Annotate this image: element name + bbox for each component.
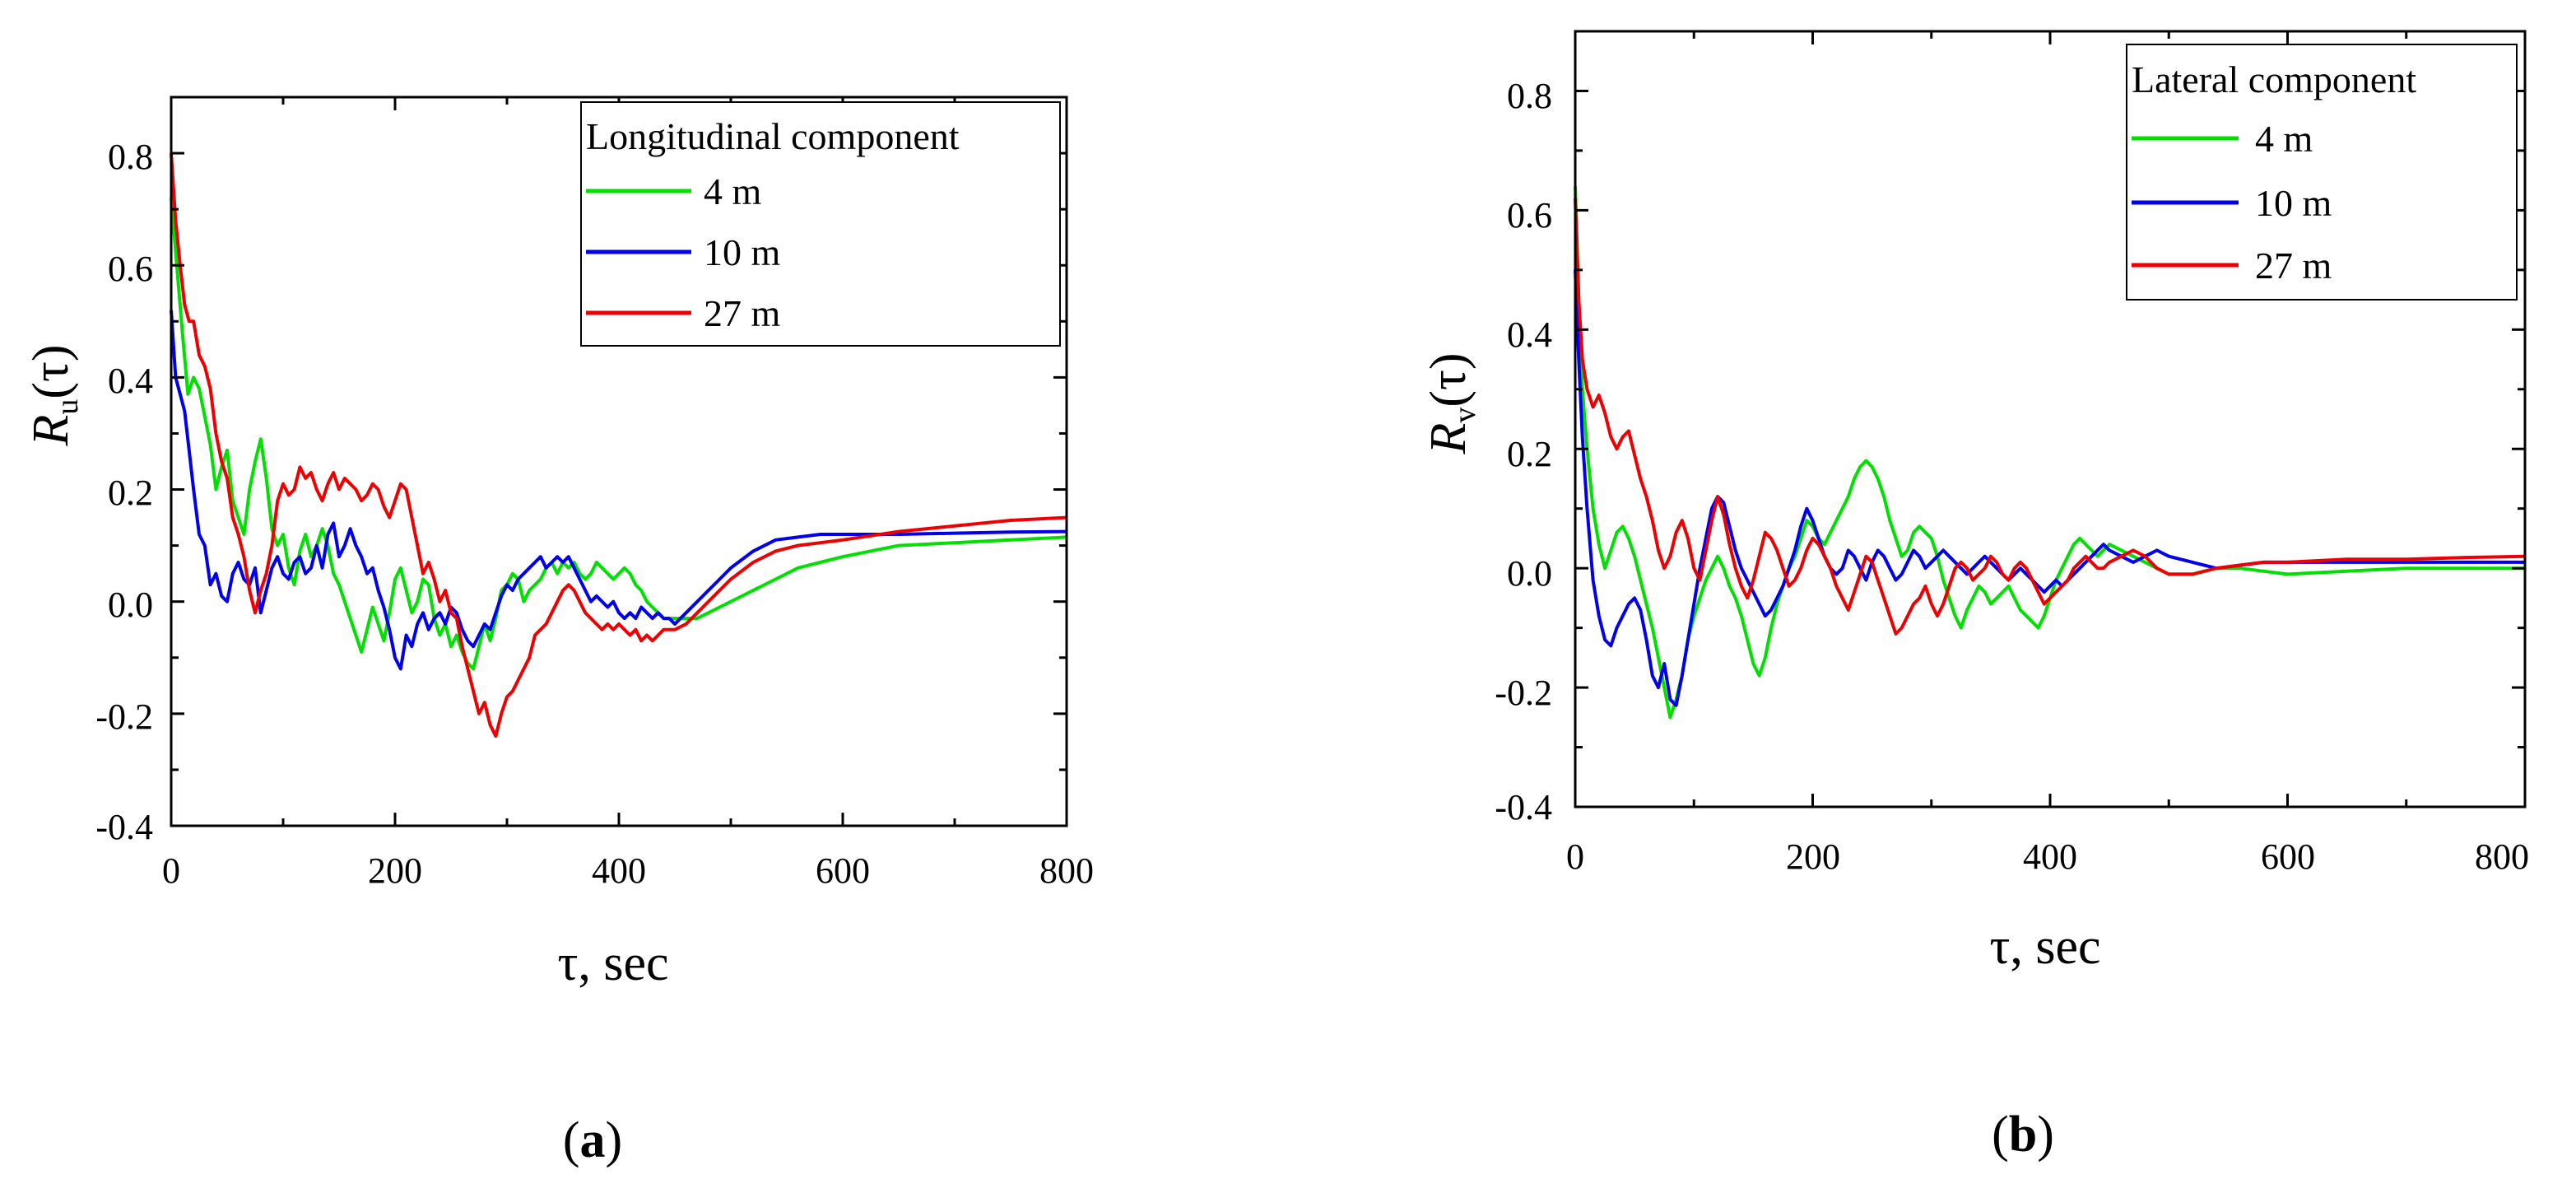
panel-a-ytick-label: 0.4 — [108, 361, 153, 401]
panel-a-xtick-label: 800 — [1039, 850, 1094, 891]
panel-a-legend-label-10m: 10 m — [704, 231, 781, 273]
panel-b-legend: Lateral component 4 m 10 m 27 m — [2126, 44, 2518, 301]
panel-a-xtick-label: 400 — [592, 850, 646, 891]
panel-b-legend-box — [2126, 44, 2518, 301]
panel-a-xtick-label: 0 — [162, 850, 180, 891]
panel-b-label-close: ) — [2037, 1107, 2054, 1163]
panel-b-xtick-label: 0 — [1566, 836, 1584, 877]
panel-b-series-line-27m — [1574, 198, 2526, 636]
panel-b-legend-label-4m: 4 m — [2255, 118, 2313, 160]
panel-b-label-open: ( — [1992, 1107, 2009, 1163]
panel-b-xtick-label: 600 — [2261, 836, 2315, 877]
panel-a-legend: Longitudinal component 4 m 10 m 27 m — [580, 101, 1061, 347]
panel-a-yaxis-title-main: R — [23, 415, 79, 447]
panel-a: 0.8 0.6 0.4 0.2 0.0 -0.2 -0.4 0 200 400 … — [23, 96, 1094, 1168]
panel-a-label-close: ) — [606, 1112, 623, 1168]
panel-b-xaxis-title: τ, sec — [1989, 919, 2100, 975]
panel-b-yaxis-title: Rv(τ) — [1421, 352, 1482, 454]
panel-b-label: (b) — [1992, 1107, 2054, 1163]
panel-a-yaxis-title: Ru(τ) — [23, 344, 85, 446]
panel-b-ytick-label: 0.2 — [1507, 434, 1552, 474]
panel-b-legend-label-27m: 27 m — [2255, 245, 2332, 287]
panel-a-ytick-label: -0.2 — [95, 697, 153, 737]
panel-a-label-open: ( — [563, 1112, 580, 1168]
panel-a-series-line-27m — [170, 152, 1067, 739]
panel-a-xtick-label: 600 — [816, 850, 870, 891]
panel-b-xtick-label: 400 — [2023, 836, 2077, 877]
panel-a-ytick-label: 0.0 — [108, 585, 153, 625]
panel-b-ytick-label: 0.6 — [1507, 195, 1552, 235]
panel-a-yaxis-title-sub: u — [50, 399, 85, 415]
panel-b-label-letter: b — [2009, 1107, 2037, 1163]
panel-a-label-letter: a — [580, 1112, 606, 1168]
panel-b-xtick-label: 800 — [2475, 836, 2529, 877]
panel-a-series-line-10m — [170, 310, 1067, 671]
panel-b-yaxis-title-arg: (τ) — [1421, 352, 1476, 407]
panel-b-xtick-label: 200 — [1786, 836, 1840, 877]
panel-a-legend-title: Longitudinal component — [586, 115, 960, 157]
panel-b-legend-title: Lateral component — [2132, 58, 2416, 100]
panel-b-ytick-label: 0.0 — [1507, 553, 1552, 594]
panel-b-plot-lines — [1574, 186, 2526, 720]
panel-a-plot-lines — [170, 152, 1067, 739]
panel-a-legend-label-4m: 4 m — [704, 170, 762, 212]
panel-a-ytick-label: -0.4 — [95, 807, 153, 847]
panel-a-legend-label-27m: 27 m — [704, 292, 781, 334]
panel-b-yaxis-title-main: R — [1421, 423, 1476, 455]
panel-b: 0.8 0.6 0.4 0.2 0.0 -0.2 -0.4 0 200 400 … — [1421, 30, 2529, 1163]
panel-a-xtick-label: 200 — [368, 850, 422, 891]
panel-b-ytick-label: 0.8 — [1507, 76, 1552, 116]
panel-a-label: (a) — [563, 1112, 622, 1168]
panel-a-ytick-label: 0.8 — [108, 137, 153, 177]
panel-b-yaxis-title-sub: v — [1448, 408, 1482, 423]
panel-b-ytick-label: -0.4 — [1495, 787, 1552, 827]
panel-b-ticks — [1574, 30, 2527, 809]
panel-a-legend-box — [580, 101, 1061, 347]
panel-a-ytick-label: 0.6 — [108, 249, 153, 289]
panel-b-ytick-label: -0.2 — [1495, 673, 1552, 713]
panel-a-yaxis-title-arg: (τ) — [23, 344, 79, 398]
panel-b-series-line-4m — [1574, 186, 2525, 720]
panel-b-ytick-label: 0.4 — [1507, 315, 1552, 355]
panel-a-xaxis-title: τ, sec — [557, 935, 668, 991]
panel-b-legend-label-10m: 10 m — [2255, 182, 2332, 224]
panel-a-ytick-label: 0.2 — [108, 473, 153, 513]
panel-b-series-line-10m — [1574, 269, 2525, 707]
